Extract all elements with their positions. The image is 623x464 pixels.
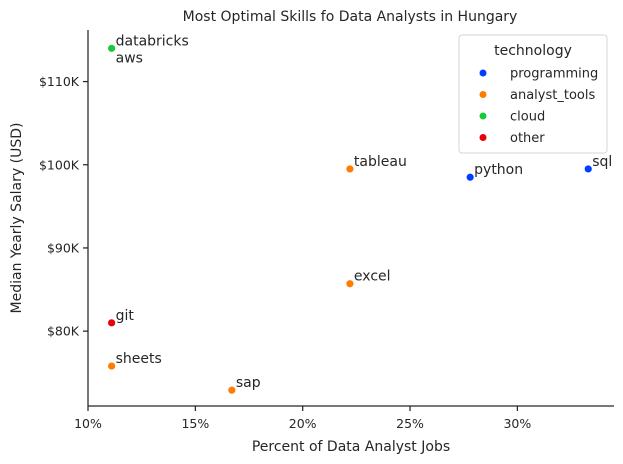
point-label-tableau: tableau: [354, 154, 407, 170]
point-label-aws: aws: [116, 50, 143, 66]
legend: technology programming analyst_toolscloud…: [458, 34, 608, 154]
data-point-databricks: [107, 43, 117, 53]
data-point-excel: [345, 279, 355, 289]
x-tick-label: 15%: [181, 416, 209, 431]
legend-label-cloud: cloud: [510, 110, 545, 125]
data-point-git: [107, 318, 117, 328]
x-tick-label: 20%: [289, 416, 317, 431]
x-tick-label: 10%: [74, 416, 102, 431]
point-label-sap: sap: [236, 375, 261, 391]
legend-label-analyst_tools: analyst_tools: [510, 88, 595, 103]
chart-title: Most Optimal Skills fo Data Analysts in …: [183, 9, 518, 25]
y-axis-label: Median Yearly Salary (USD): [9, 123, 25, 314]
legend-marker-programming: [479, 69, 487, 77]
data-point-sheets: [107, 361, 117, 371]
point-label-python: python: [474, 162, 523, 178]
data-point-sql: [583, 164, 593, 174]
point-label-sql: sql: [592, 154, 612, 170]
legend-marker-cloud: [479, 112, 487, 120]
legend-title: technology: [494, 43, 572, 59]
data-points: [107, 43, 593, 395]
y-tick-label: $90K: [47, 240, 80, 255]
legend-marker-analyst_tools: [479, 91, 487, 98]
y-tick-label: $110K: [39, 74, 80, 89]
point-label-databricks: databricks: [116, 33, 189, 49]
y-axis-ticks: $80K $90K $100K $110K: [39, 74, 88, 339]
x-axis-ticks: 10% 15% 20% 25% 30%: [74, 406, 531, 431]
legend-marker-other: [479, 134, 487, 141]
y-tick-label: $80K: [47, 324, 80, 339]
data-point-sap: [227, 385, 237, 395]
y-tick-label: $100K: [39, 157, 80, 172]
x-axis-label: Percent of Data Analyst Jobs: [252, 439, 450, 455]
point-label-git: git: [116, 308, 135, 324]
x-tick-label: 30%: [503, 416, 531, 431]
legend-frame: [458, 34, 608, 154]
plot-area: 10% 15% 20% 25% 30% $80K $90K $100K $110K datab…: [39, 30, 614, 431]
legend-label-other: other: [510, 131, 545, 146]
legend-label-programming: programming: [510, 67, 598, 82]
x-tick-label: 25%: [396, 416, 424, 431]
point-label-sheets: sheets: [116, 351, 162, 367]
data-point-tableau: [345, 164, 355, 174]
point-label-excel: excel: [354, 269, 391, 285]
data-point-python: [465, 172, 475, 182]
